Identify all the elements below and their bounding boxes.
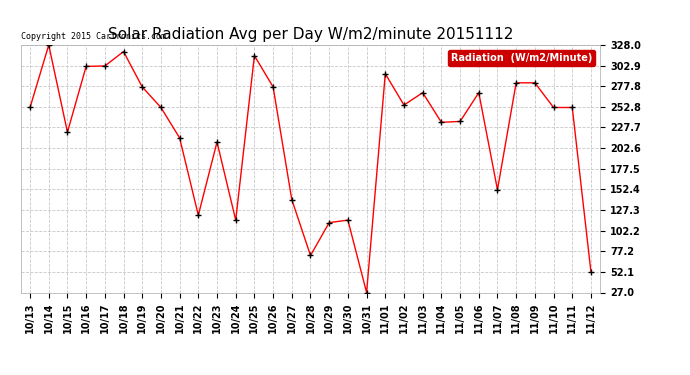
Legend: Radiation  (W/m2/Minute): Radiation (W/m2/Minute) [448, 50, 595, 66]
Title: Solar Radiation Avg per Day W/m2/minute 20151112: Solar Radiation Avg per Day W/m2/minute … [108, 27, 513, 42]
Text: Copyright 2015 Cartronics.com: Copyright 2015 Cartronics.com [21, 32, 166, 41]
